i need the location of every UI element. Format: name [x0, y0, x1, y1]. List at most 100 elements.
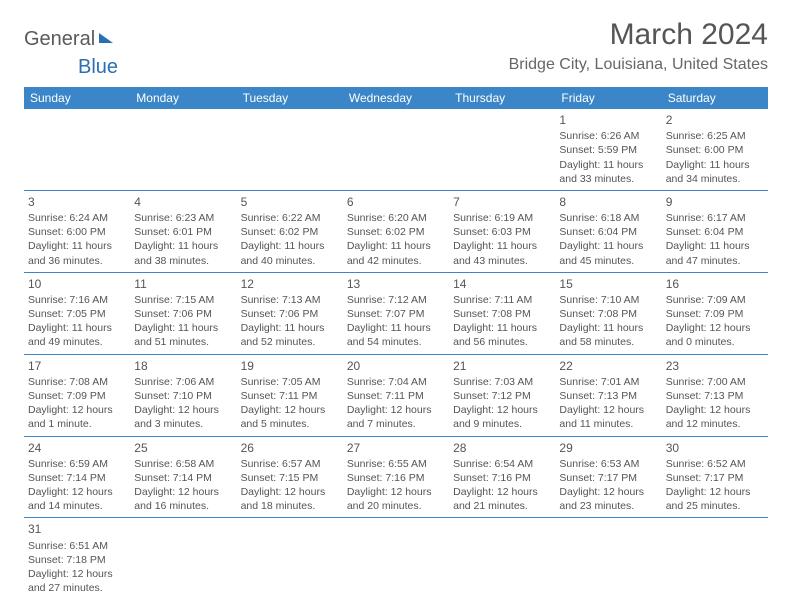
calendar-cell: 9Sunrise: 6:17 AMSunset: 6:04 PMDaylight…: [662, 190, 768, 272]
sunrise-line: Sunrise: 6:17 AM: [666, 211, 764, 225]
sunrise-line: Sunrise: 7:06 AM: [134, 375, 232, 389]
daylight-line: Daylight: 12 hours and 12 minutes.: [666, 403, 764, 431]
daylight-line: Daylight: 11 hours and 52 minutes.: [241, 321, 339, 349]
calendar-body: 1Sunrise: 6:26 AMSunset: 5:59 PMDaylight…: [24, 109, 768, 599]
sunrise-line: Sunrise: 7:11 AM: [453, 293, 551, 307]
daylight-line: Daylight: 12 hours and 9 minutes.: [453, 403, 551, 431]
weekday-header: Sunday: [24, 87, 130, 109]
daylight-line: Daylight: 11 hours and 42 minutes.: [347, 239, 445, 267]
day-number: 18: [134, 358, 232, 374]
sunrise-line: Sunrise: 6:26 AM: [559, 129, 657, 143]
calendar-cell: 28Sunrise: 6:54 AMSunset: 7:16 PMDayligh…: [449, 436, 555, 518]
sunrise-line: Sunrise: 6:52 AM: [666, 457, 764, 471]
day-number: 2: [666, 112, 764, 128]
sunset-line: Sunset: 7:07 PM: [347, 307, 445, 321]
sunset-line: Sunset: 7:10 PM: [134, 389, 232, 403]
day-number: 9: [666, 194, 764, 210]
sunrise-line: Sunrise: 6:22 AM: [241, 211, 339, 225]
logo-text-blue: Blue: [78, 56, 118, 78]
calendar-table: Sunday Monday Tuesday Wednesday Thursday…: [24, 87, 768, 599]
calendar-cell: 14Sunrise: 7:11 AMSunset: 7:08 PMDayligh…: [449, 272, 555, 354]
daylight-line: Daylight: 11 hours and 36 minutes.: [28, 239, 126, 267]
calendar-cell: 6Sunrise: 6:20 AMSunset: 6:02 PMDaylight…: [343, 190, 449, 272]
daylight-line: Daylight: 12 hours and 16 minutes.: [134, 485, 232, 513]
calendar-cell: 17Sunrise: 7:08 AMSunset: 7:09 PMDayligh…: [24, 354, 130, 436]
daylight-line: Daylight: 11 hours and 56 minutes.: [453, 321, 551, 349]
sunset-line: Sunset: 7:13 PM: [666, 389, 764, 403]
sunset-line: Sunset: 7:06 PM: [134, 307, 232, 321]
calendar-cell: 22Sunrise: 7:01 AMSunset: 7:13 PMDayligh…: [555, 354, 661, 436]
weekday-header: Monday: [130, 87, 236, 109]
sunrise-line: Sunrise: 6:24 AM: [28, 211, 126, 225]
sunrise-line: Sunrise: 6:25 AM: [666, 129, 764, 143]
sunset-line: Sunset: 7:14 PM: [134, 471, 232, 485]
daylight-line: Daylight: 11 hours and 38 minutes.: [134, 239, 232, 267]
sunset-line: Sunset: 7:14 PM: [28, 471, 126, 485]
calendar-cell: 15Sunrise: 7:10 AMSunset: 7:08 PMDayligh…: [555, 272, 661, 354]
daylight-line: Daylight: 12 hours and 5 minutes.: [241, 403, 339, 431]
daylight-line: Daylight: 11 hours and 51 minutes.: [134, 321, 232, 349]
calendar-cell: 7Sunrise: 6:19 AMSunset: 6:03 PMDaylight…: [449, 190, 555, 272]
sunrise-line: Sunrise: 7:04 AM: [347, 375, 445, 389]
weekday-header: Wednesday: [343, 87, 449, 109]
day-number: 16: [666, 276, 764, 292]
day-number: 5: [241, 194, 339, 210]
sunset-line: Sunset: 7:16 PM: [453, 471, 551, 485]
sunset-line: Sunset: 7:16 PM: [347, 471, 445, 485]
sunset-line: Sunset: 6:01 PM: [134, 225, 232, 239]
calendar-row: 31Sunrise: 6:51 AMSunset: 7:18 PMDayligh…: [24, 518, 768, 599]
calendar-cell: [130, 518, 236, 599]
sunset-line: Sunset: 6:00 PM: [28, 225, 126, 239]
day-number: 3: [28, 194, 126, 210]
sunrise-line: Sunrise: 7:05 AM: [241, 375, 339, 389]
day-number: 4: [134, 194, 232, 210]
sunset-line: Sunset: 6:04 PM: [666, 225, 764, 239]
calendar-cell: 21Sunrise: 7:03 AMSunset: 7:12 PMDayligh…: [449, 354, 555, 436]
daylight-line: Daylight: 12 hours and 25 minutes.: [666, 485, 764, 513]
weekday-header: Saturday: [662, 87, 768, 109]
title-block: March 2024 Bridge City, Louisiana, Unite…: [509, 18, 768, 74]
calendar-cell: [237, 109, 343, 190]
sunrise-line: Sunrise: 6:59 AM: [28, 457, 126, 471]
calendar-cell: 26Sunrise: 6:57 AMSunset: 7:15 PMDayligh…: [237, 436, 343, 518]
calendar-cell: 8Sunrise: 6:18 AMSunset: 6:04 PMDaylight…: [555, 190, 661, 272]
day-number: 24: [28, 440, 126, 456]
day-number: 17: [28, 358, 126, 374]
month-title: March 2024: [509, 18, 768, 52]
daylight-line: Daylight: 12 hours and 18 minutes.: [241, 485, 339, 513]
daylight-line: Daylight: 11 hours and 47 minutes.: [666, 239, 764, 267]
calendar-cell: [130, 109, 236, 190]
calendar-cell: 29Sunrise: 6:53 AMSunset: 7:17 PMDayligh…: [555, 436, 661, 518]
sunset-line: Sunset: 6:02 PM: [241, 225, 339, 239]
sunrise-line: Sunrise: 7:15 AM: [134, 293, 232, 307]
calendar-row: 10Sunrise: 7:16 AMSunset: 7:05 PMDayligh…: [24, 272, 768, 354]
calendar-cell: 10Sunrise: 7:16 AMSunset: 7:05 PMDayligh…: [24, 272, 130, 354]
day-number: 27: [347, 440, 445, 456]
calendar-row: 1Sunrise: 6:26 AMSunset: 5:59 PMDaylight…: [24, 109, 768, 190]
day-number: 8: [559, 194, 657, 210]
daylight-line: Daylight: 11 hours and 34 minutes.: [666, 158, 764, 186]
sunset-line: Sunset: 7:11 PM: [347, 389, 445, 403]
day-number: 25: [134, 440, 232, 456]
day-number: 30: [666, 440, 764, 456]
day-number: 14: [453, 276, 551, 292]
day-number: 7: [453, 194, 551, 210]
sunset-line: Sunset: 7:08 PM: [559, 307, 657, 321]
logo-triangle-icon: [99, 33, 113, 43]
sunset-line: Sunset: 7:17 PM: [559, 471, 657, 485]
calendar-cell: 20Sunrise: 7:04 AMSunset: 7:11 PMDayligh…: [343, 354, 449, 436]
sunrise-line: Sunrise: 7:16 AM: [28, 293, 126, 307]
calendar-cell: [343, 518, 449, 599]
daylight-line: Daylight: 12 hours and 3 minutes.: [134, 403, 232, 431]
sunset-line: Sunset: 6:00 PM: [666, 143, 764, 157]
daylight-line: Daylight: 11 hours and 40 minutes.: [241, 239, 339, 267]
sunrise-line: Sunrise: 6:57 AM: [241, 457, 339, 471]
daylight-line: Daylight: 11 hours and 49 minutes.: [28, 321, 126, 349]
calendar-cell: 11Sunrise: 7:15 AMSunset: 7:06 PMDayligh…: [130, 272, 236, 354]
sunset-line: Sunset: 7:17 PM: [666, 471, 764, 485]
daylight-line: Daylight: 12 hours and 1 minute.: [28, 403, 126, 431]
calendar-cell: 30Sunrise: 6:52 AMSunset: 7:17 PMDayligh…: [662, 436, 768, 518]
day-number: 21: [453, 358, 551, 374]
daylight-line: Daylight: 11 hours and 54 minutes.: [347, 321, 445, 349]
sunrise-line: Sunrise: 6:51 AM: [28, 539, 126, 553]
